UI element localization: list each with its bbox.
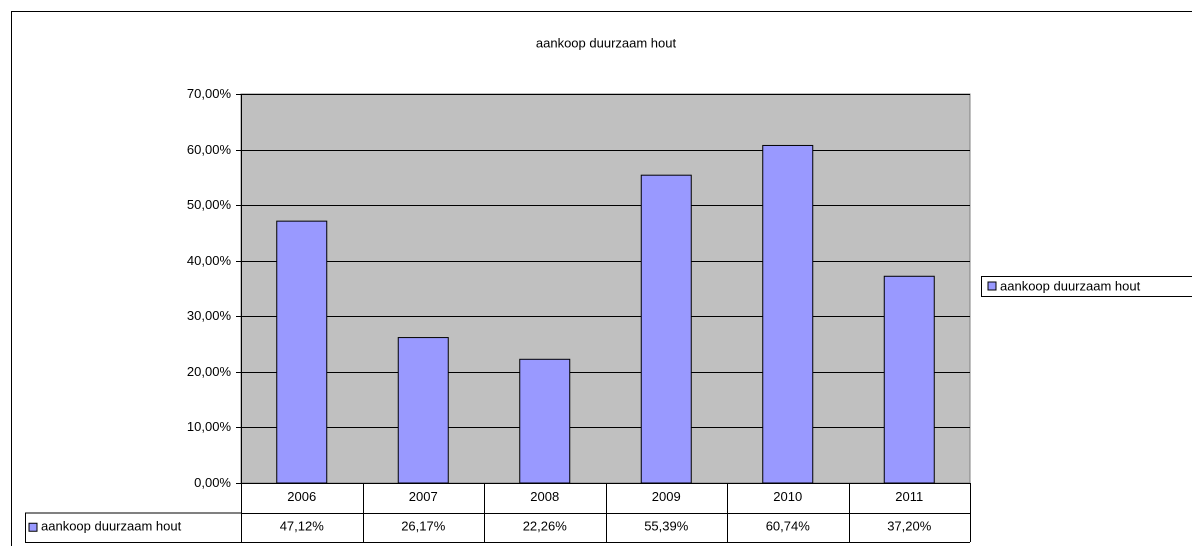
y-tick-label: 70,00% — [187, 86, 232, 101]
legend-label: aankoop duurzaam hout — [1000, 278, 1141, 293]
x-tick-label: 2006 — [287, 489, 316, 504]
legend-key — [29, 523, 37, 531]
bar — [277, 221, 327, 483]
y-tick-label: 50,00% — [187, 197, 232, 212]
bar — [641, 175, 691, 483]
data-table-value: 26,17% — [401, 519, 446, 534]
bar — [884, 276, 934, 483]
x-tick-label: 2008 — [530, 489, 559, 504]
y-tick-label: 0,00% — [194, 475, 231, 490]
x-tick-label: 2007 — [409, 489, 438, 504]
chart-title: aankoop duurzaam hout — [536, 35, 677, 50]
data-table-value: 22,26% — [523, 519, 568, 534]
data-table-value: 47,12% — [280, 519, 325, 534]
y-tick-label: 20,00% — [187, 364, 232, 379]
y-tick-label: 30,00% — [187, 308, 232, 323]
data-table-series-name: aankoop duurzaam hout — [41, 519, 182, 534]
x-tick-label: 2009 — [652, 489, 681, 504]
data-table-value: 37,20% — [887, 519, 932, 534]
x-tick-label: 2010 — [773, 489, 802, 504]
y-tick-label: 10,00% — [187, 419, 232, 434]
legend-key — [988, 282, 996, 290]
bar — [520, 359, 570, 483]
data-table-value: 55,39% — [644, 519, 689, 534]
x-tick-label: 2011 — [895, 489, 923, 504]
bar — [398, 338, 448, 483]
plot-area — [241, 94, 970, 483]
y-tick-label: 60,00% — [187, 142, 232, 157]
y-tick-label: 40,00% — [187, 253, 232, 268]
bar — [763, 145, 813, 483]
data-table-value: 60,74% — [766, 519, 811, 534]
